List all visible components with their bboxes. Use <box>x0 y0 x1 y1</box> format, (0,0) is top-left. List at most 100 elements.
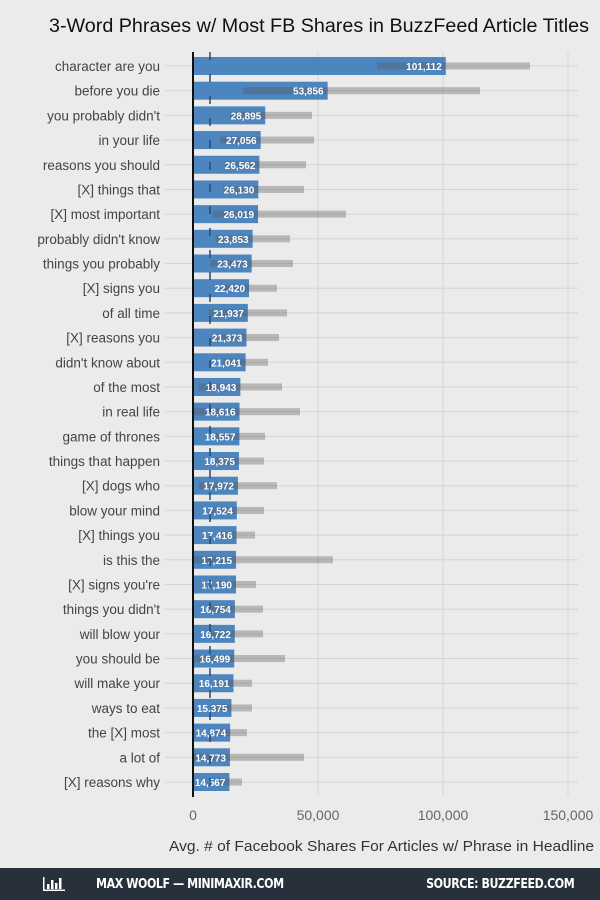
bar <box>193 674 234 693</box>
value-label: 16,499 <box>200 655 231 666</box>
error-bar <box>213 432 265 440</box>
category-label: ways to eat <box>91 701 161 716</box>
chart: 3-Word Phrases w/ Most FB Shares in Buzz… <box>37 16 594 855</box>
category-label: of all time <box>102 306 160 321</box>
error-bar <box>223 358 268 366</box>
error-bar <box>213 729 247 737</box>
category-label: a lot of <box>119 750 160 765</box>
category-label: game of thrones <box>62 429 160 444</box>
footer-author: MAX WOOLF — MINIMAXIR.COM <box>96 877 284 892</box>
error-bar <box>214 457 264 465</box>
category-label: probably didn't know <box>37 232 160 247</box>
error-bar <box>218 531 255 539</box>
bar <box>193 229 253 248</box>
value-label: 17,416 <box>202 531 233 542</box>
x-tick-label: 50,000 <box>297 807 340 823</box>
bar <box>193 279 250 298</box>
category-label: didn't know about <box>55 355 160 370</box>
error-bar <box>210 260 293 268</box>
footer: MAX WOOLF — MINIMAXIR.COM SOURCE: BUZZFE… <box>0 868 600 900</box>
category-label: character are you <box>55 59 160 74</box>
error-bar <box>215 679 252 687</box>
bar <box>193 452 239 471</box>
value-label: 28,895 <box>231 111 262 122</box>
value-label: 14,874 <box>196 729 227 740</box>
x-axis-title: Avg. # of Facebook Shares For Articles w… <box>169 838 594 855</box>
bar <box>193 723 231 742</box>
category-label: things that happen <box>49 454 160 469</box>
error-bar <box>208 309 287 317</box>
category-label: reasons you should <box>43 158 160 173</box>
bar <box>193 649 235 668</box>
error-bar <box>206 630 263 638</box>
value-label: 14,773 <box>195 753 226 764</box>
bar <box>193 328 247 347</box>
error-bar <box>215 235 290 243</box>
error-bar <box>198 482 277 490</box>
category-label: [X] reasons you <box>66 331 160 346</box>
value-label: 21,373 <box>212 334 243 345</box>
bar <box>193 427 240 446</box>
bar <box>193 773 230 791</box>
value-label: 26,130 <box>224 185 255 196</box>
category-label: things you probably <box>43 257 160 272</box>
error-bar <box>213 210 346 218</box>
category-label: [X] things you <box>78 528 160 543</box>
value-label: 26,562 <box>225 161 256 172</box>
category-label: you probably didn't <box>47 108 160 123</box>
error-bar <box>216 778 242 786</box>
category-label: things you didn't <box>63 602 160 617</box>
error-bar <box>220 136 314 144</box>
bar <box>193 377 241 396</box>
error-bar <box>198 383 282 391</box>
value-label: 23,853 <box>218 235 249 246</box>
value-label: 26,019 <box>223 210 254 221</box>
value-label: 101,112 <box>406 62 442 73</box>
bar <box>193 575 236 594</box>
bar <box>193 624 235 643</box>
value-label: 18,616 <box>205 408 236 419</box>
value-label: 16,754 <box>200 605 231 616</box>
bar <box>193 353 246 372</box>
value-label: 53,856 <box>293 87 324 98</box>
value-label: 18,943 <box>206 383 237 394</box>
footer-source: SOURCE: BUZZFEED.COM <box>425 877 575 892</box>
category-label: of the most <box>93 380 160 395</box>
error-bar <box>193 655 285 663</box>
value-label: 15,375 <box>197 704 228 715</box>
bar <box>193 550 237 569</box>
category-label: will blow your <box>79 627 161 642</box>
x-tick-label: 100,000 <box>418 807 469 823</box>
bar <box>193 254 252 273</box>
error-bar <box>193 556 333 564</box>
category-label: you should be <box>76 652 160 667</box>
error-bar <box>377 62 530 70</box>
category-label: before you die <box>74 84 160 99</box>
x-tick-label: 150,000 <box>543 807 594 823</box>
value-label: 17,190 <box>201 580 232 591</box>
category-label: in your life <box>98 133 160 148</box>
value-label: 21,041 <box>211 358 242 369</box>
value-label: 17,524 <box>202 506 233 517</box>
value-label: 16,191 <box>199 679 230 690</box>
error-bar <box>206 605 263 613</box>
value-label: 27,056 <box>226 136 257 147</box>
error-bar <box>243 87 480 95</box>
category-label: [X] most important <box>50 207 160 222</box>
category-label: [X] dogs who <box>82 479 160 494</box>
category-label: will make your <box>73 676 160 691</box>
category-label: [X] signs you're <box>68 577 160 592</box>
error-bar <box>211 704 252 712</box>
value-label: 18,375 <box>204 457 235 468</box>
bar <box>193 526 237 545</box>
category-label: [X] things that <box>77 182 160 197</box>
bar <box>193 303 248 322</box>
chart-title: 3-Word Phrases w/ Most FB Shares in Buzz… <box>49 16 589 37</box>
error-bar <box>209 506 264 514</box>
value-label: 21,937 <box>213 309 244 320</box>
bar <box>193 501 237 520</box>
error-bar <box>230 111 312 119</box>
value-label: 23,473 <box>217 260 248 271</box>
error-bar <box>193 753 304 761</box>
error-bar <box>213 334 279 342</box>
